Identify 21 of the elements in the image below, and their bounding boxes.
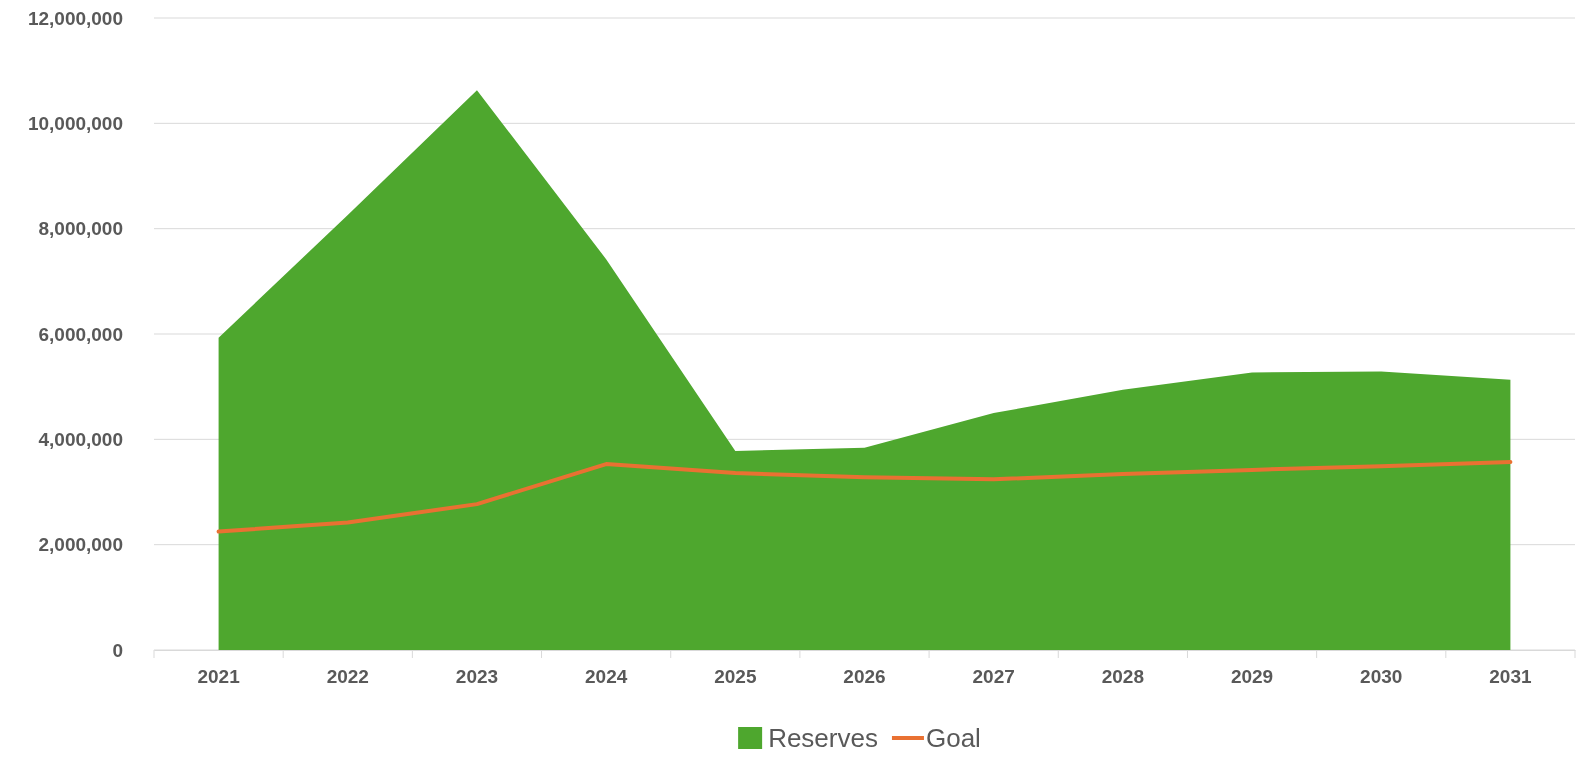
x-tick-label: 2024 — [585, 666, 628, 688]
y-tick-label: 4,000,000 — [38, 428, 123, 450]
x-tick-label: 2025 — [714, 666, 757, 688]
x-tick-label: 2027 — [972, 666, 1015, 688]
y-tick-label: 10,000,000 — [27, 112, 123, 134]
x-tick-label: 2021 — [197, 666, 241, 688]
y-tick-label: 0 — [112, 639, 123, 661]
line-series — [216, 459, 1513, 534]
x-tick-label: 2023 — [455, 666, 499, 688]
y-tick-label: 8,000,000 — [38, 218, 123, 240]
x-tick-label: 2022 — [326, 666, 369, 688]
x-tick-label: 2030 — [1360, 666, 1403, 688]
x-tick-label: 2029 — [1230, 666, 1274, 688]
x-tick-label: 2031 — [1489, 666, 1532, 688]
x-tick-label: 2028 — [1101, 666, 1144, 688]
legend-label: Goal — [925, 723, 981, 753]
y-tick-label: 2,000,000 — [38, 534, 123, 556]
y-tick-label: 6,000,000 — [38, 323, 123, 345]
x-tick-label: 2026 — [843, 666, 886, 688]
y-tick-label: 12,000,000 — [27, 7, 123, 29]
legend-label: Reserves — [768, 723, 878, 753]
